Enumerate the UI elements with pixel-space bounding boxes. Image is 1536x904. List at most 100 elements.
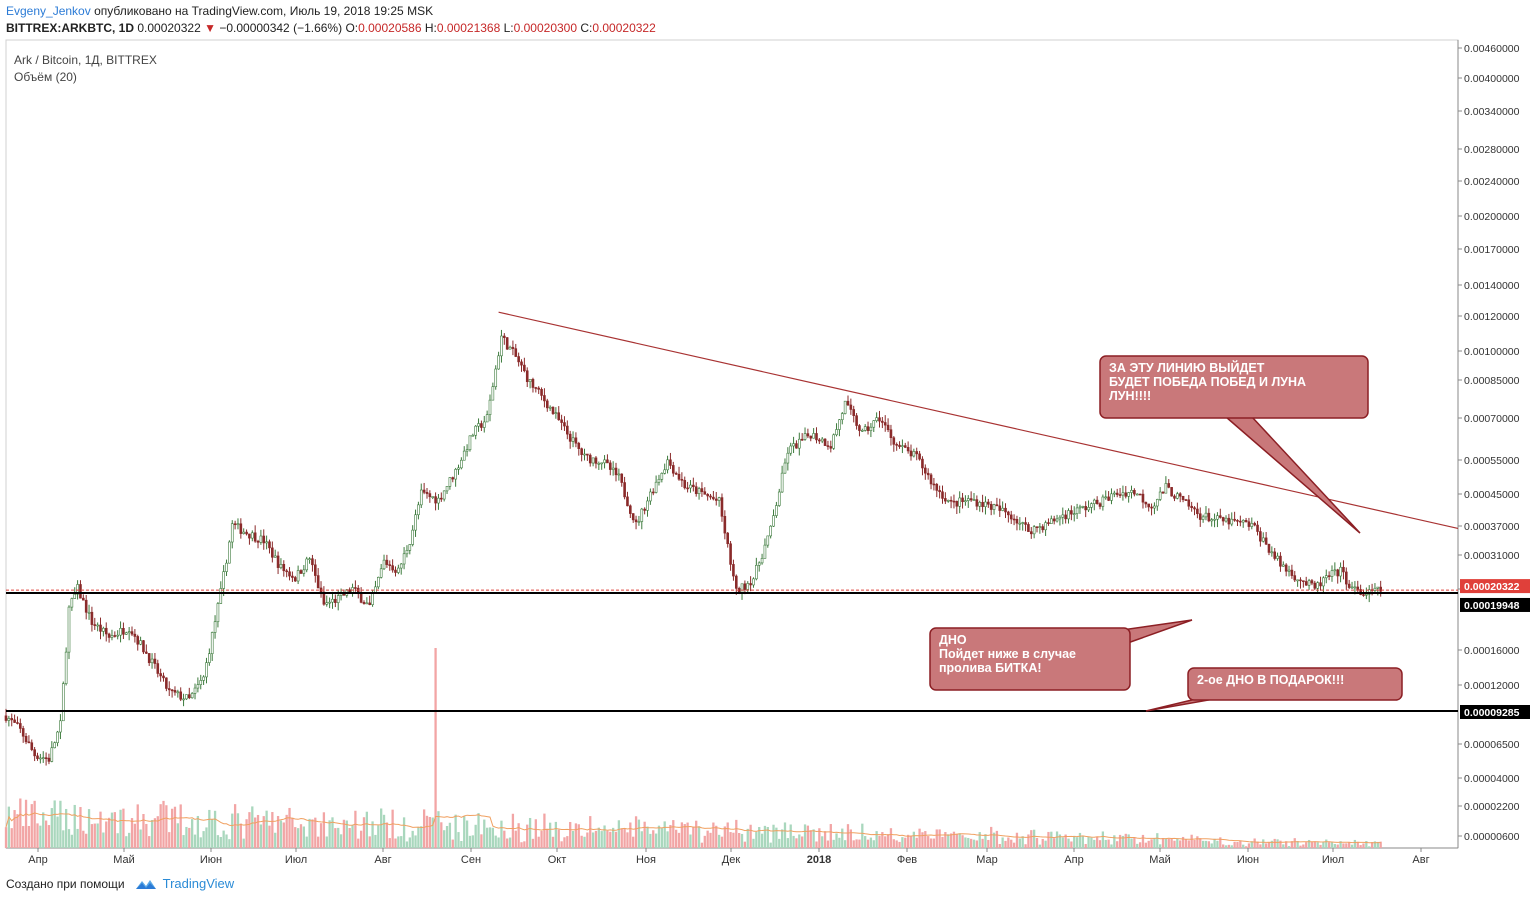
y-tick-label: 0.00085000 bbox=[1464, 375, 1520, 387]
volume-bar bbox=[1353, 839, 1357, 848]
volume-bar bbox=[583, 836, 586, 848]
volume-bar bbox=[305, 836, 308, 848]
candle-body bbox=[594, 457, 598, 464]
volume-bar bbox=[1107, 839, 1110, 848]
candle-body bbox=[889, 429, 893, 439]
candle-body bbox=[795, 443, 798, 449]
volume-bar bbox=[480, 834, 483, 848]
volume-bar bbox=[168, 832, 171, 848]
x-tick-label: Июн bbox=[200, 854, 222, 866]
volume-bar bbox=[557, 829, 560, 848]
candle-body bbox=[1267, 543, 1271, 553]
volume-bar bbox=[317, 836, 320, 848]
candle-body bbox=[293, 577, 297, 582]
candle-body bbox=[846, 400, 850, 406]
volume-bar bbox=[76, 828, 79, 848]
candle-body bbox=[1244, 520, 1248, 523]
author-link[interactable]: Evgeny_Jenkov bbox=[6, 4, 91, 18]
candle-body bbox=[1147, 503, 1151, 508]
tradingview-brand-link[interactable]: TradingView bbox=[135, 876, 235, 891]
volume-bar bbox=[1379, 841, 1382, 848]
volume-bar bbox=[1339, 841, 1342, 848]
candle-body bbox=[1345, 571, 1348, 585]
candle-body bbox=[872, 420, 876, 428]
candle-body bbox=[840, 413, 844, 421]
volume-bar bbox=[1050, 831, 1053, 848]
volume-bar bbox=[153, 818, 157, 848]
volume-bar bbox=[1184, 839, 1188, 848]
candle-body bbox=[79, 584, 82, 599]
x-tick-label: Апр bbox=[1064, 854, 1083, 866]
volume-bar bbox=[912, 831, 916, 848]
volume-bar bbox=[73, 804, 76, 848]
volume-bar bbox=[42, 812, 45, 848]
candle-body bbox=[998, 505, 1002, 511]
candle-body bbox=[110, 635, 114, 638]
candle-body bbox=[122, 628, 125, 635]
high-value: 0.00021368 bbox=[436, 21, 501, 35]
volume-bar bbox=[1061, 837, 1064, 848]
volume-bar bbox=[445, 825, 449, 848]
candle-body bbox=[388, 564, 392, 566]
volume-bar bbox=[371, 821, 374, 848]
candle-body bbox=[1227, 517, 1231, 525]
volume-bar bbox=[700, 842, 704, 848]
candle-body bbox=[139, 640, 142, 645]
volume-bar bbox=[1199, 838, 1202, 848]
candle-body bbox=[33, 749, 36, 757]
volume-bar bbox=[1319, 844, 1322, 848]
candle-body bbox=[165, 677, 168, 689]
candle-body bbox=[256, 540, 260, 543]
candle-body bbox=[654, 481, 658, 493]
volume-bar bbox=[414, 835, 417, 848]
candle-body bbox=[147, 653, 151, 664]
volume-bar bbox=[826, 840, 830, 848]
volume-bar bbox=[789, 824, 792, 848]
volume-bar bbox=[666, 831, 669, 848]
volume-bar bbox=[47, 825, 51, 848]
volume-bar bbox=[551, 836, 555, 848]
candle-body bbox=[700, 488, 704, 492]
volume-bar bbox=[256, 814, 260, 848]
candle-body bbox=[76, 584, 79, 595]
candle-body bbox=[1107, 496, 1110, 501]
candle-body bbox=[540, 389, 543, 396]
volume-bar bbox=[325, 836, 328, 848]
candle-body bbox=[1347, 583, 1351, 588]
volume-bar bbox=[1376, 841, 1379, 848]
candle-body bbox=[640, 508, 644, 522]
candle-body bbox=[491, 386, 495, 401]
volume-bar bbox=[663, 821, 666, 848]
volume-bar bbox=[90, 824, 94, 848]
tradingview-brand-text: TradingView bbox=[162, 876, 235, 891]
candle-body bbox=[909, 450, 913, 457]
candle-body bbox=[714, 498, 718, 501]
volume-bar bbox=[294, 827, 297, 848]
volume-bar bbox=[775, 827, 778, 848]
volume-bar bbox=[85, 833, 88, 848]
volume-bar bbox=[82, 830, 85, 848]
price-chart[interactable]: Ark / Bitcoin, 1Д, BITTREX Объём (20) 0.… bbox=[0, 0, 1536, 870]
candle-body bbox=[935, 483, 939, 491]
callout-bottom-tail bbox=[1121, 619, 1193, 647]
volume-bar bbox=[843, 840, 847, 848]
volume-bar bbox=[148, 836, 151, 848]
volume-bar bbox=[841, 828, 844, 848]
volume-bar bbox=[24, 799, 28, 848]
volume-bar bbox=[829, 824, 832, 848]
volume-bar bbox=[758, 827, 761, 848]
candle-body bbox=[457, 467, 460, 470]
candle-body bbox=[1078, 506, 1082, 509]
candle-body bbox=[59, 720, 62, 733]
volume-bar bbox=[617, 820, 621, 848]
candle-body bbox=[651, 491, 655, 494]
volume-bar bbox=[208, 809, 211, 848]
volume-bar bbox=[191, 819, 194, 848]
x-tick-label: Дек bbox=[722, 854, 741, 866]
candle-body bbox=[611, 467, 615, 470]
candle-body bbox=[689, 484, 692, 489]
x-tick-label: Апр bbox=[28, 854, 47, 866]
volume-bar bbox=[299, 824, 303, 848]
volume-bar bbox=[279, 820, 283, 848]
volume-bar bbox=[715, 825, 718, 848]
